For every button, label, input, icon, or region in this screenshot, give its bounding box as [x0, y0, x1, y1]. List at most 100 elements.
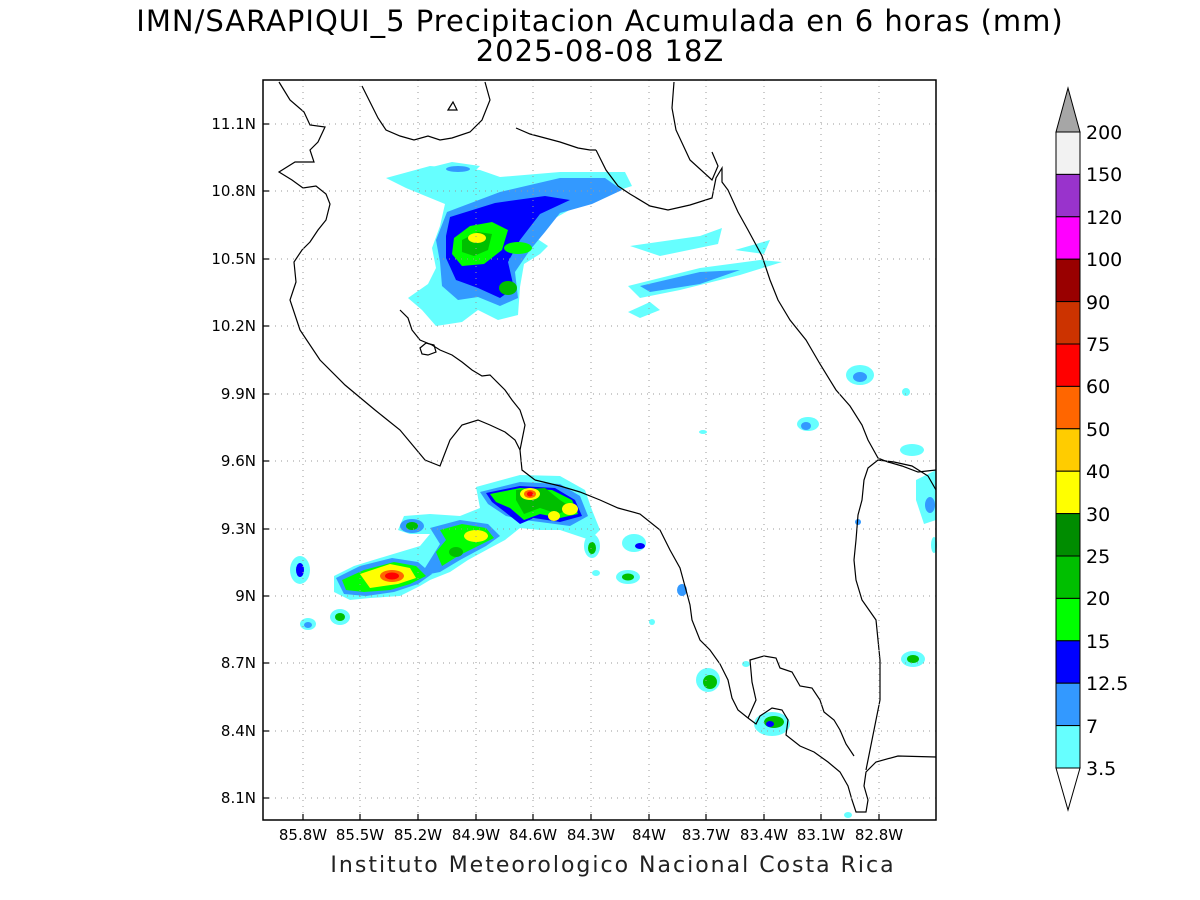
lat-label: 8.4N [221, 722, 256, 740]
precip-area [766, 721, 774, 727]
precip-area [548, 511, 560, 521]
colorbar-label: 25 [1086, 546, 1110, 568]
colorbar-max-triangle [1055, 86, 1081, 133]
precip-area [801, 422, 811, 430]
colorbar-label: 40 [1086, 461, 1110, 483]
precip-area [640, 270, 740, 292]
coastline-gulf [515, 127, 596, 151]
colorbar-label: 3.5 [1086, 758, 1116, 780]
colorbar-label: 75 [1086, 334, 1110, 356]
precip-area [446, 166, 470, 172]
lon-label: 84.9W [452, 826, 500, 844]
colorbar-swatch-150-200 [1055, 131, 1081, 175]
lon-label: 82.8W [855, 826, 903, 844]
colorbar-label: 150 [1086, 164, 1122, 186]
precip-area [902, 388, 910, 396]
lon-label: 84.6W [509, 826, 557, 844]
border-panama [853, 459, 937, 771]
precip-area [562, 503, 578, 515]
lat-labels: 11.1N 10.8N 10.5N 10.2N 9.9N 9.6N 9.3N 9… [211, 115, 256, 807]
lat-label: 9.6N [221, 452, 256, 470]
precip-cluster-north [386, 162, 632, 326]
precip-area [499, 281, 517, 295]
lat-label: 11.1N [211, 115, 256, 133]
island [446, 100, 458, 111]
lat-label: 8.7N [221, 654, 256, 672]
colorbar-swatch-50-60 [1055, 385, 1081, 430]
precip-area [900, 444, 924, 456]
lat-label: 10.2N [211, 317, 256, 335]
colorbar-label: 90 [1086, 292, 1110, 314]
colorbar-label: 30 [1086, 504, 1110, 526]
colorbar-label: 15 [1086, 631, 1110, 653]
colorbar-label: 60 [1086, 376, 1110, 398]
colorbar-swatch-30-40 [1055, 470, 1081, 515]
precip-area [628, 302, 660, 318]
precip-area [853, 372, 867, 382]
precip-area [844, 812, 852, 818]
colorbar-label: 200 [1086, 122, 1122, 144]
precip-area [677, 584, 687, 596]
coastline-nicoya-gulf [399, 309, 526, 451]
precip-cluster-south [290, 475, 937, 818]
precip-area [742, 661, 750, 667]
precip-area [588, 542, 596, 554]
coastline [277, 81, 937, 813]
colorbar-swatch-90-100 [1055, 258, 1081, 303]
border-nicaragua-costarica [671, 81, 719, 182]
map-title: IMN/SARAPIQUI_5 Precipitacion Acumulada … [136, 4, 1064, 38]
lon-label: 83.7W [682, 826, 730, 844]
precip-area [335, 613, 345, 621]
precip-area [635, 543, 645, 549]
precip-area [699, 430, 707, 434]
colorbar [1055, 86, 1081, 812]
lon-label: 85.8W [279, 826, 327, 844]
colorbar-swatch-25-30 [1055, 513, 1081, 557]
colorbar-swatch-120-150 [1055, 173, 1081, 218]
lon-labels: 85.8W 85.5W 85.2W 84.9W 84.6W 84.3W 84W … [279, 826, 903, 844]
lon-label: 83.4W [740, 826, 788, 844]
colorbar-swatch-40-50 [1055, 428, 1081, 472]
colorbar-min-triangle [1055, 767, 1081, 812]
precip-area [622, 573, 634, 581]
colorbar-swatch-3.5-7 [1055, 725, 1081, 769]
colorbar-swatch-60-75 [1055, 343, 1081, 387]
precip-area [907, 655, 919, 663]
precip-area [916, 470, 936, 524]
precip-area [406, 522, 418, 530]
credit-line: Instituto Meteorologico Nacional Costa R… [330, 853, 896, 878]
precip-area [504, 242, 532, 254]
precip-area [296, 563, 304, 577]
lon-label: 83.1W [797, 826, 845, 844]
colorbar-label: 7 [1086, 716, 1098, 738]
precip-area [925, 497, 935, 513]
precip-area [630, 228, 722, 256]
lat-label: 8.1N [221, 789, 256, 807]
precip-area [304, 622, 312, 628]
colorbar-labels: 200 150 120 100 90 75 60 50 40 30 25 20 … [1086, 122, 1128, 780]
precip-area [385, 572, 399, 580]
precipitation-field [290, 162, 937, 818]
coastline-pacific-south [534, 479, 937, 813]
precip-area [592, 570, 600, 576]
precip-area [764, 716, 784, 728]
lat-label: 10.8N [211, 182, 256, 200]
lon-label: 84.3W [567, 826, 615, 844]
precip-area [622, 534, 646, 552]
precip-area [703, 675, 717, 689]
coastline-nicaragua-pacific [277, 81, 536, 481]
precip-area [735, 240, 770, 254]
colorbar-swatch-7-12.5 [1055, 682, 1081, 727]
map-grid [263, 80, 936, 820]
lat-label: 9.9N [221, 385, 256, 403]
colorbar-label: 12.5 [1086, 673, 1128, 695]
coastline-caribbean [595, 149, 937, 473]
colorbar-swatch-100-120 [1055, 216, 1081, 260]
lat-label: 10.5N [211, 250, 256, 268]
precip-area [649, 619, 655, 625]
axis-ticks [263, 123, 880, 820]
precip-area [468, 233, 486, 243]
colorbar-label: 20 [1086, 588, 1110, 610]
colorbar-swatch-75-90 [1055, 301, 1081, 345]
